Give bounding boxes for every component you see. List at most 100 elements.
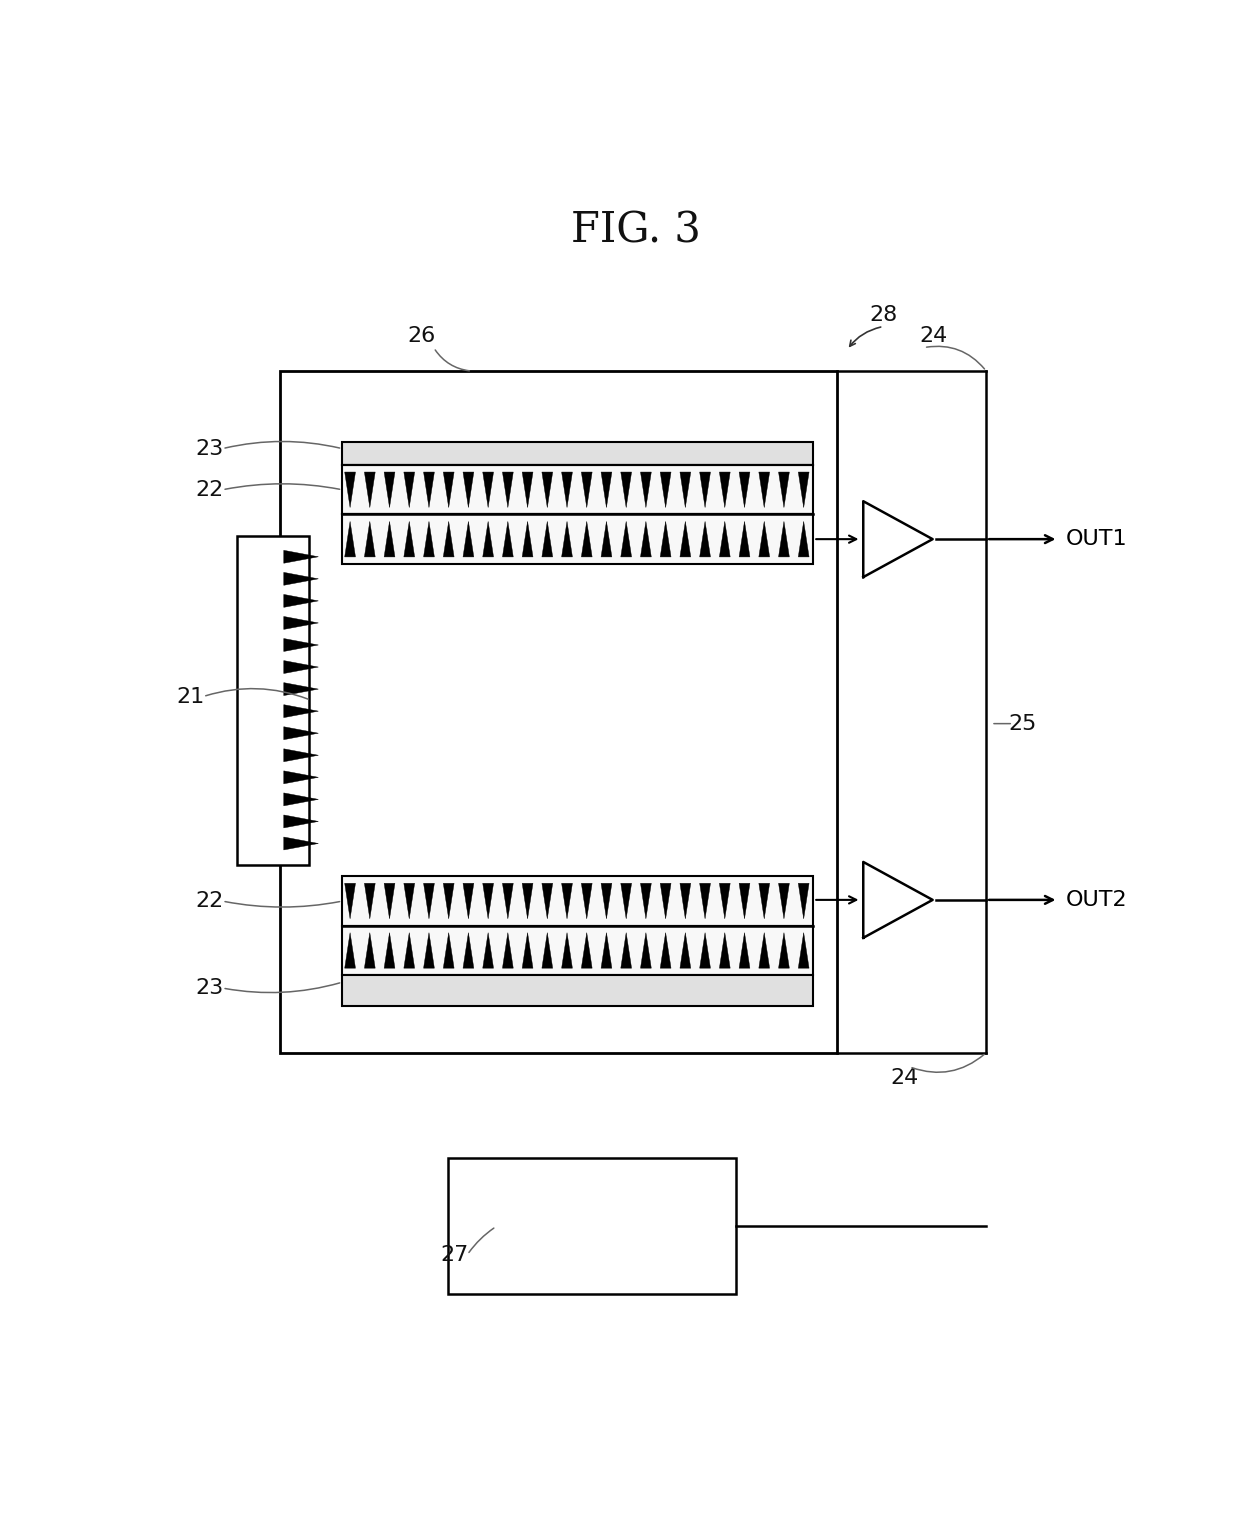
- Bar: [342, 465, 813, 514]
- Bar: [237, 536, 309, 865]
- Polygon shape: [284, 638, 319, 652]
- Polygon shape: [562, 932, 573, 967]
- Polygon shape: [502, 884, 513, 919]
- Polygon shape: [443, 932, 454, 967]
- Polygon shape: [424, 932, 434, 967]
- Polygon shape: [284, 749, 319, 761]
- Polygon shape: [719, 932, 730, 967]
- Polygon shape: [719, 522, 730, 557]
- Polygon shape: [463, 472, 474, 508]
- Bar: [448, 1158, 737, 1294]
- Bar: [342, 926, 813, 975]
- Polygon shape: [502, 932, 513, 967]
- Polygon shape: [601, 472, 611, 508]
- Polygon shape: [443, 884, 454, 919]
- Bar: [280, 371, 837, 1053]
- Text: 24: 24: [919, 327, 947, 346]
- Polygon shape: [345, 522, 356, 557]
- Polygon shape: [463, 932, 474, 967]
- Polygon shape: [621, 472, 631, 508]
- Polygon shape: [424, 884, 434, 919]
- Polygon shape: [404, 884, 414, 919]
- Polygon shape: [759, 472, 770, 508]
- Text: 22: 22: [196, 479, 224, 501]
- Polygon shape: [739, 884, 750, 919]
- Bar: [342, 876, 813, 926]
- Polygon shape: [799, 884, 808, 919]
- Polygon shape: [522, 884, 533, 919]
- Polygon shape: [719, 472, 730, 508]
- Polygon shape: [522, 522, 533, 557]
- Polygon shape: [779, 932, 790, 967]
- Polygon shape: [660, 884, 671, 919]
- Text: 23: 23: [196, 438, 224, 459]
- Polygon shape: [641, 472, 651, 508]
- Polygon shape: [424, 472, 434, 508]
- Polygon shape: [739, 472, 750, 508]
- Polygon shape: [365, 932, 376, 967]
- Polygon shape: [384, 522, 394, 557]
- Polygon shape: [601, 932, 611, 967]
- Polygon shape: [284, 771, 319, 784]
- Polygon shape: [660, 932, 671, 967]
- Polygon shape: [779, 472, 790, 508]
- Polygon shape: [601, 522, 611, 557]
- Polygon shape: [482, 522, 494, 557]
- Polygon shape: [660, 472, 671, 508]
- Polygon shape: [345, 884, 356, 919]
- Polygon shape: [284, 617, 319, 629]
- Polygon shape: [621, 884, 631, 919]
- Polygon shape: [582, 884, 593, 919]
- Polygon shape: [284, 815, 319, 829]
- Polygon shape: [522, 472, 533, 508]
- Polygon shape: [284, 661, 319, 673]
- Polygon shape: [365, 472, 376, 508]
- Polygon shape: [404, 472, 414, 508]
- Polygon shape: [601, 884, 611, 919]
- Bar: [342, 514, 813, 563]
- Polygon shape: [660, 522, 671, 557]
- Polygon shape: [739, 522, 750, 557]
- Polygon shape: [680, 932, 691, 967]
- Polygon shape: [641, 522, 651, 557]
- Polygon shape: [345, 472, 356, 508]
- Polygon shape: [365, 522, 376, 557]
- Polygon shape: [384, 884, 394, 919]
- Polygon shape: [699, 472, 711, 508]
- Polygon shape: [463, 522, 474, 557]
- Polygon shape: [443, 522, 454, 557]
- Polygon shape: [641, 884, 651, 919]
- Text: OUT1: OUT1: [1066, 530, 1127, 549]
- Polygon shape: [542, 932, 553, 967]
- Polygon shape: [582, 472, 593, 508]
- Polygon shape: [404, 932, 414, 967]
- Polygon shape: [739, 932, 750, 967]
- Bar: [342, 441, 813, 465]
- Polygon shape: [522, 932, 533, 967]
- Polygon shape: [443, 472, 454, 508]
- Polygon shape: [641, 932, 651, 967]
- Bar: [342, 975, 813, 1006]
- Polygon shape: [284, 682, 319, 696]
- Text: 28: 28: [869, 305, 898, 325]
- Polygon shape: [799, 932, 808, 967]
- Polygon shape: [542, 884, 553, 919]
- Polygon shape: [699, 932, 711, 967]
- Polygon shape: [779, 522, 790, 557]
- Polygon shape: [582, 522, 593, 557]
- Polygon shape: [284, 794, 319, 806]
- Text: OUT2: OUT2: [1066, 890, 1127, 909]
- Polygon shape: [779, 884, 790, 919]
- Polygon shape: [284, 551, 319, 563]
- Text: 23: 23: [196, 978, 224, 998]
- Polygon shape: [284, 572, 319, 586]
- Polygon shape: [345, 932, 356, 967]
- Text: 25: 25: [1008, 714, 1037, 734]
- Polygon shape: [680, 884, 691, 919]
- Polygon shape: [502, 522, 513, 557]
- Polygon shape: [404, 522, 414, 557]
- Polygon shape: [759, 884, 770, 919]
- Polygon shape: [799, 522, 808, 557]
- Polygon shape: [759, 932, 770, 967]
- Polygon shape: [482, 932, 494, 967]
